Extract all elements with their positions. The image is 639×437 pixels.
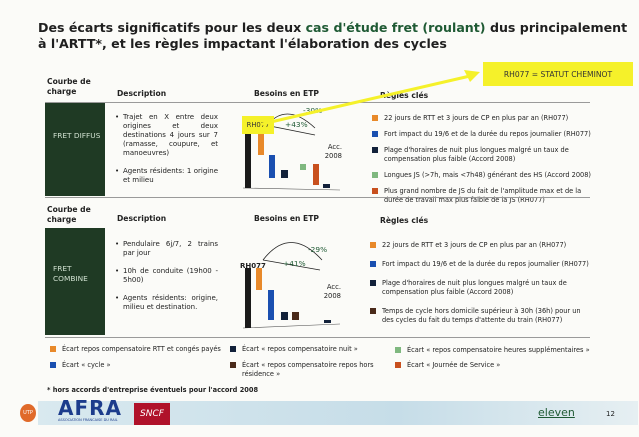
rule-item: Plage d'horaires de nuit plus longues ma… <box>370 279 592 297</box>
afra-subtitle: ASSOCIATION FRANCAISE DU RAIL <box>58 418 118 422</box>
callout-box: RH077 = STATUT CHEMINOT <box>483 62 633 86</box>
bar-nuit <box>281 312 288 320</box>
rule-item: Plage d'horaires de nuit plus longues ma… <box>372 146 592 164</box>
decrease-label: -29% <box>308 245 328 254</box>
color-swatch <box>50 362 56 368</box>
header-courbe: Courbe de charge <box>47 77 91 96</box>
divider <box>45 102 590 103</box>
header-regles: Règles clés <box>380 216 429 225</box>
bar-rh077 <box>245 268 251 328</box>
color-swatch <box>370 308 376 314</box>
utp-logo: UTP <box>20 404 36 422</box>
description-item: Trajet en X entre deux origines et deux … <box>115 113 218 158</box>
bar-acc2008 <box>324 320 331 323</box>
rule-item: 22 jours de RTT et 3 jours de CP en plus… <box>370 241 592 250</box>
footnote: * hors accords d'entreprise éventuels po… <box>47 386 259 394</box>
legend-item: Écart repos compensatoire RTT et congés … <box>50 345 230 354</box>
rule-item: Temps de cycle hors domicile supérieur à… <box>370 307 592 325</box>
section-description: Pendulaire 6j/7, 2 trains par jour 10h d… <box>115 240 218 321</box>
rh077-label: RH077 <box>240 262 266 270</box>
divider <box>45 197 590 198</box>
header-description: Description <box>117 89 167 98</box>
afra-logo: AFRA <box>58 396 123 420</box>
bar-acc2008 <box>323 184 330 188</box>
legend-item: Écart « repos compensatoire repos hors r… <box>230 361 380 379</box>
rules-list: 22 jours de RTT et 3 jours de CP en plus… <box>370 241 592 332</box>
page-title: Des écarts significatifs pour les deux c… <box>38 20 628 51</box>
color-swatch <box>50 346 56 352</box>
eleven-logo: eleven <box>538 406 575 419</box>
acc2008-label: Acc. 2008 <box>323 283 341 300</box>
increase-label: +43% <box>285 120 308 129</box>
rule-item: Longues JS (>7h, mais <7h48) générant de… <box>372 171 592 180</box>
color-swatch <box>370 280 376 286</box>
color-swatch <box>370 242 376 248</box>
color-swatch <box>372 147 378 153</box>
rules-list: 22 jours de RTT et 3 jours de CP en plus… <box>372 114 592 212</box>
baseline <box>242 323 341 329</box>
legend-item: Écart « repos compensatoire nuit » <box>230 345 390 354</box>
header-regles: Règles clés <box>380 91 429 100</box>
baseline <box>242 187 341 191</box>
legend-item: Écart « cycle » <box>50 361 220 370</box>
bar-hs <box>300 164 306 170</box>
description-item: Pendulaire 6j/7, 2 trains par jour <box>115 240 218 258</box>
arc-arrow <box>262 242 323 261</box>
increase-label: +41% <box>283 259 306 268</box>
description-item: Agents résidents: 1 origine et milieu <box>115 167 218 185</box>
divider <box>45 337 590 338</box>
etp-waterfall-chart <box>242 242 341 329</box>
bar-rtt <box>258 132 264 155</box>
rule-item: 22 jours de RTT et 3 jours de CP en plus… <box>372 114 592 123</box>
color-swatch <box>370 261 376 267</box>
section-label: FRET DIFFUS <box>45 103 105 196</box>
bar-cycle <box>268 290 274 320</box>
color-swatch <box>230 346 236 352</box>
legend-item: Écart « repos compensatoire heures suppl… <box>395 346 635 355</box>
description-item: Agents résidents: origine, milieu et des… <box>115 294 218 312</box>
acc2008-label: Acc. 2008 <box>324 143 342 160</box>
color-swatch <box>372 188 378 194</box>
rule-item: Plus grand nombre de JS du fait de l'amp… <box>372 187 592 205</box>
section-description: Trajet en X entre deux origines et deux … <box>115 113 218 194</box>
bar-rtt <box>256 268 262 290</box>
bar-cycle <box>269 155 275 178</box>
rh077-label: RH077 <box>242 116 274 134</box>
header-description: Description <box>117 214 167 223</box>
section-label: FRET COMBINE <box>45 228 105 335</box>
header-besoins: Besoins en ETP <box>254 214 319 223</box>
header-besoins: Besoins en ETP <box>254 89 319 98</box>
color-swatch <box>372 115 378 121</box>
decrease-label: -30% <box>303 106 323 115</box>
color-swatch <box>372 172 378 178</box>
header-courbe: Courbe de charge <box>47 205 91 224</box>
color-swatch <box>372 131 378 137</box>
sncf-logo: SNCF <box>134 403 170 425</box>
color-swatch <box>395 362 401 368</box>
page-number: 12 <box>606 410 615 418</box>
bar-rh077 <box>245 130 251 188</box>
bar-js <box>313 164 319 185</box>
bar-hors-residence <box>292 312 299 320</box>
rule-item: Fort impact du 19/6 et de la durée du re… <box>370 260 592 269</box>
color-swatch <box>230 362 236 368</box>
rule-item: Fort impact du 19/6 et de la durée du re… <box>372 130 592 139</box>
return-arrow <box>262 259 321 271</box>
color-swatch <box>395 347 401 353</box>
bar-nuit <box>281 170 288 178</box>
description-item: 10h de conduite (19h00 - 5h00) <box>115 267 218 285</box>
legend-item: Écart « Journée de Service » <box>395 361 595 370</box>
